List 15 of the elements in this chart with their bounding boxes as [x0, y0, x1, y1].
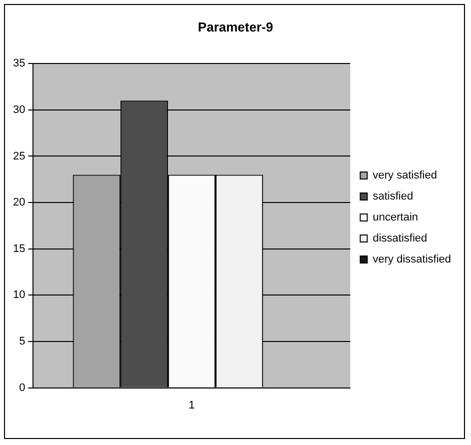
y-tick-label: 20 — [12, 196, 26, 209]
legend-label: very dissatisfied — [372, 254, 452, 266]
y-tick-label: 35 — [12, 58, 26, 70]
legend-label: dissatisfied — [372, 232, 428, 245]
legend-label: very satisfied — [372, 170, 437, 182]
y-tick-label: 25 — [12, 150, 26, 162]
x-tick-label: 1 — [188, 399, 195, 412]
chart-title: Parameter-9 — [198, 19, 274, 34]
y-tick-label: 0 — [19, 382, 26, 394]
y-tick-label: 15 — [12, 242, 26, 255]
y-tick-label: 30 — [12, 104, 26, 116]
y-tick-label: 5 — [19, 336, 26, 348]
y-tick-label: 10 — [12, 289, 26, 302]
legend-label: satisfied — [372, 190, 414, 203]
legend-label: uncertain — [372, 212, 418, 224]
